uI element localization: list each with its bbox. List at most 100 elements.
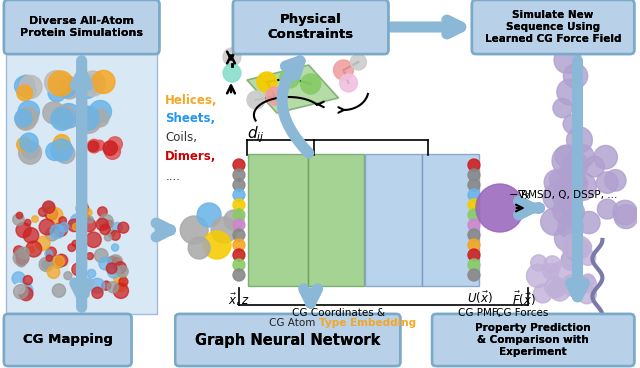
Circle shape (188, 237, 210, 259)
Circle shape (531, 255, 547, 271)
Circle shape (333, 60, 353, 80)
Circle shape (112, 222, 122, 233)
Circle shape (106, 263, 117, 274)
Circle shape (13, 250, 29, 265)
Circle shape (56, 254, 68, 266)
Circle shape (43, 102, 65, 124)
Circle shape (82, 113, 99, 130)
Circle shape (20, 133, 38, 152)
Circle shape (48, 71, 73, 96)
Circle shape (233, 239, 245, 251)
Circle shape (19, 141, 42, 164)
Circle shape (95, 249, 108, 262)
Circle shape (16, 252, 29, 265)
Circle shape (476, 184, 524, 232)
Circle shape (578, 211, 600, 234)
Circle shape (100, 224, 110, 234)
Circle shape (108, 137, 122, 151)
Circle shape (32, 216, 38, 222)
Text: $d_{ij}$: $d_{ij}$ (247, 125, 264, 145)
Circle shape (45, 228, 59, 241)
Circle shape (39, 219, 55, 235)
Circle shape (119, 277, 128, 286)
Circle shape (56, 103, 81, 128)
Circle shape (468, 259, 480, 271)
Circle shape (203, 231, 231, 259)
Circle shape (578, 240, 591, 254)
Circle shape (13, 214, 24, 225)
Circle shape (24, 219, 31, 226)
Circle shape (12, 272, 25, 285)
Circle shape (233, 219, 245, 231)
Circle shape (45, 208, 58, 220)
Circle shape (567, 174, 588, 194)
Circle shape (340, 74, 358, 92)
Text: CG Atom: CG Atom (269, 318, 319, 328)
Circle shape (115, 262, 126, 273)
Circle shape (54, 256, 65, 267)
Circle shape (88, 269, 96, 278)
Circle shape (23, 276, 33, 285)
Circle shape (554, 225, 580, 251)
Text: Physical
Constraints: Physical Constraints (268, 13, 354, 41)
Circle shape (550, 262, 573, 284)
Text: Simulate New
Sequence Using
Learned CG Force Field: Simulate New Sequence Using Learned CG F… (485, 10, 621, 43)
Circle shape (468, 209, 480, 221)
Circle shape (58, 77, 80, 99)
Circle shape (76, 107, 101, 133)
Circle shape (266, 87, 284, 105)
Circle shape (18, 101, 40, 123)
Circle shape (197, 203, 221, 227)
Circle shape (81, 290, 89, 298)
Circle shape (554, 46, 581, 74)
Circle shape (83, 219, 96, 232)
Circle shape (579, 275, 596, 293)
Circle shape (561, 275, 582, 296)
Text: Coils,: Coils, (165, 131, 197, 145)
Circle shape (108, 256, 117, 266)
Circle shape (81, 213, 90, 222)
Circle shape (569, 173, 596, 200)
FancyBboxPatch shape (233, 0, 388, 54)
Circle shape (19, 107, 38, 127)
Circle shape (582, 274, 595, 287)
Circle shape (580, 250, 596, 265)
Circle shape (42, 260, 51, 269)
Circle shape (543, 263, 559, 280)
Text: $\vec{x}, z$: $\vec{x}, z$ (228, 292, 250, 308)
Circle shape (51, 139, 73, 161)
Circle shape (81, 202, 88, 209)
Circle shape (544, 256, 561, 273)
Circle shape (233, 249, 245, 261)
Circle shape (112, 257, 121, 267)
Circle shape (613, 200, 637, 225)
Circle shape (569, 171, 586, 188)
Circle shape (104, 234, 111, 241)
Circle shape (108, 282, 118, 293)
Circle shape (24, 228, 39, 243)
Circle shape (555, 145, 576, 167)
Circle shape (468, 179, 480, 191)
Circle shape (301, 74, 321, 94)
Circle shape (45, 250, 52, 258)
Circle shape (605, 170, 626, 191)
Circle shape (92, 287, 103, 298)
Circle shape (247, 91, 265, 109)
Text: CG Mapping: CG Mapping (23, 333, 113, 347)
Circle shape (57, 79, 76, 98)
Text: Sheets,: Sheets, (165, 113, 216, 125)
Circle shape (59, 223, 68, 232)
Circle shape (553, 98, 572, 118)
Text: Simulate New
Sequence Using
Learned CG Force Field: Simulate New Sequence Using Learned CG F… (485, 10, 621, 43)
Circle shape (77, 245, 85, 253)
FancyBboxPatch shape (422, 154, 479, 286)
Circle shape (111, 230, 120, 240)
Circle shape (105, 220, 113, 228)
Circle shape (15, 109, 36, 130)
Circle shape (59, 217, 67, 224)
Circle shape (468, 269, 480, 281)
Circle shape (233, 259, 245, 271)
Text: $-\nabla_{\vec{x}}$: $-\nabla_{\vec{x}}$ (508, 188, 531, 202)
Circle shape (562, 190, 580, 208)
Text: RMSD, Q, DSSP, ...: RMSD, Q, DSSP, ... (522, 190, 618, 200)
